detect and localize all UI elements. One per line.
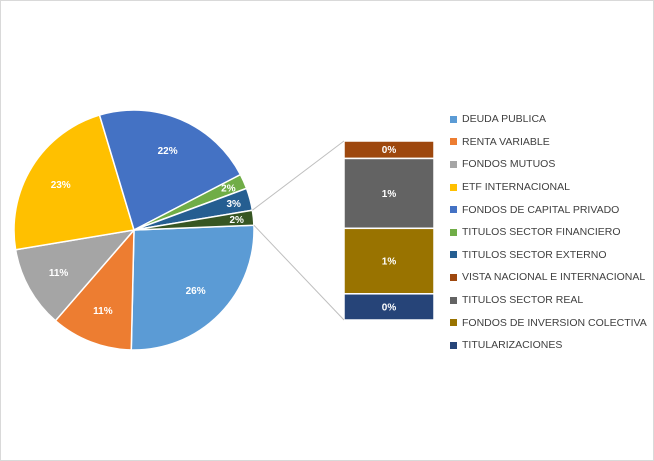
bar-data-label-0: 0%: [382, 145, 397, 156]
legend-label-9: FONDOS DE INVERSION COLECTIVA: [462, 316, 647, 329]
pie-slice-7: [133, 209, 255, 231]
legend-item-10: TITULARIZACIONES: [450, 334, 650, 357]
legend-swatch-0: [450, 115, 457, 123]
pie-slice-4: [98, 109, 242, 232]
legend-item-6: TITULOS SECTOR EXTERNO: [450, 244, 650, 267]
legend-swatch-5: [450, 228, 457, 236]
pie-data-label-5: 2%: [221, 184, 236, 195]
legend-swatch-10: [450, 341, 457, 349]
legend-item-0: DEUDA PUBLICA: [450, 108, 650, 131]
legend-item-7: VISTA NACIONAL E INTERNACIONAL: [450, 266, 650, 289]
bar-data-label-2: 1%: [382, 257, 397, 268]
legend-item-2: FONDOS MUTUOS: [450, 153, 650, 176]
bar-segment-3: [343, 293, 435, 321]
legend-swatch-8: [450, 296, 457, 304]
legend-label-8: TITULOS SECTOR REAL: [462, 294, 584, 307]
legend-item-5: TITULOS SECTOR FINANCIERO: [450, 221, 650, 244]
legend-item-1: RENTA VARIABLE: [450, 131, 650, 154]
legend-label-10: TITULARIZACIONES: [462, 339, 563, 352]
pie-slice-3: [13, 114, 135, 251]
pie-data-label-3: 23%: [51, 180, 71, 191]
legend-swatch-3: [450, 183, 457, 191]
pie-data-label-7: 2%: [229, 215, 244, 226]
legend-item-3: ETF INTERNACIONAL: [450, 176, 650, 199]
legend-item-4: FONDOS DE CAPITAL PRIVADO: [450, 198, 650, 221]
legend-label-6: TITULOS SECTOR EXTERNO: [462, 248, 607, 261]
legend-label-2: FONDOS MUTUOS: [462, 158, 556, 171]
pie-slice-1: [54, 227, 135, 351]
connector-line-top: [252, 140, 345, 211]
legend-label-4: FONDOS DE CAPITAL PRIVADO: [462, 203, 620, 216]
legend-label-7: VISTA NACIONAL E INTERNACIONAL: [462, 271, 646, 284]
pie-data-label-1: 11%: [93, 306, 113, 317]
legend-swatch-6: [450, 251, 457, 259]
legend-swatch-4: [450, 206, 457, 214]
legend-swatch-2: [450, 160, 457, 168]
legend-label-1: RENTA VARIABLE: [462, 135, 550, 148]
bar-data-label-3: 0%: [382, 302, 397, 313]
pie-slice-0: [130, 224, 255, 351]
legend-swatch-1: [450, 138, 457, 146]
pie-data-label-2: 11%: [49, 268, 69, 279]
legend-swatch-7: [450, 273, 457, 281]
pie-data-label-6: 3%: [226, 199, 241, 210]
legend-label-0: DEUDA PUBLICA: [462, 113, 547, 126]
legend-label-5: TITULOS SECTOR FINANCIERO: [462, 226, 621, 239]
pie-slice-2: [14, 228, 136, 322]
pie-data-label-4: 22%: [158, 146, 178, 157]
legend-label-3: ETF INTERNACIONAL: [462, 181, 570, 194]
legend-swatch-9: [450, 319, 457, 327]
legend-item-9: FONDOS DE INVERSION COLECTIVA: [450, 311, 650, 334]
legend-item-8: TITULOS SECTOR REAL: [450, 289, 650, 312]
bar-segment-1: [343, 157, 435, 230]
connector-line-bottom: [253, 224, 345, 321]
bar-data-label-1: 1%: [382, 189, 397, 200]
chart-legend: DEUDA PUBLICA RENTA VARIABLE FONDOS MUTUOS…: [450, 108, 650, 357]
pie-data-label-0: 26%: [186, 286, 206, 297]
bar-segment-2: [343, 227, 435, 295]
